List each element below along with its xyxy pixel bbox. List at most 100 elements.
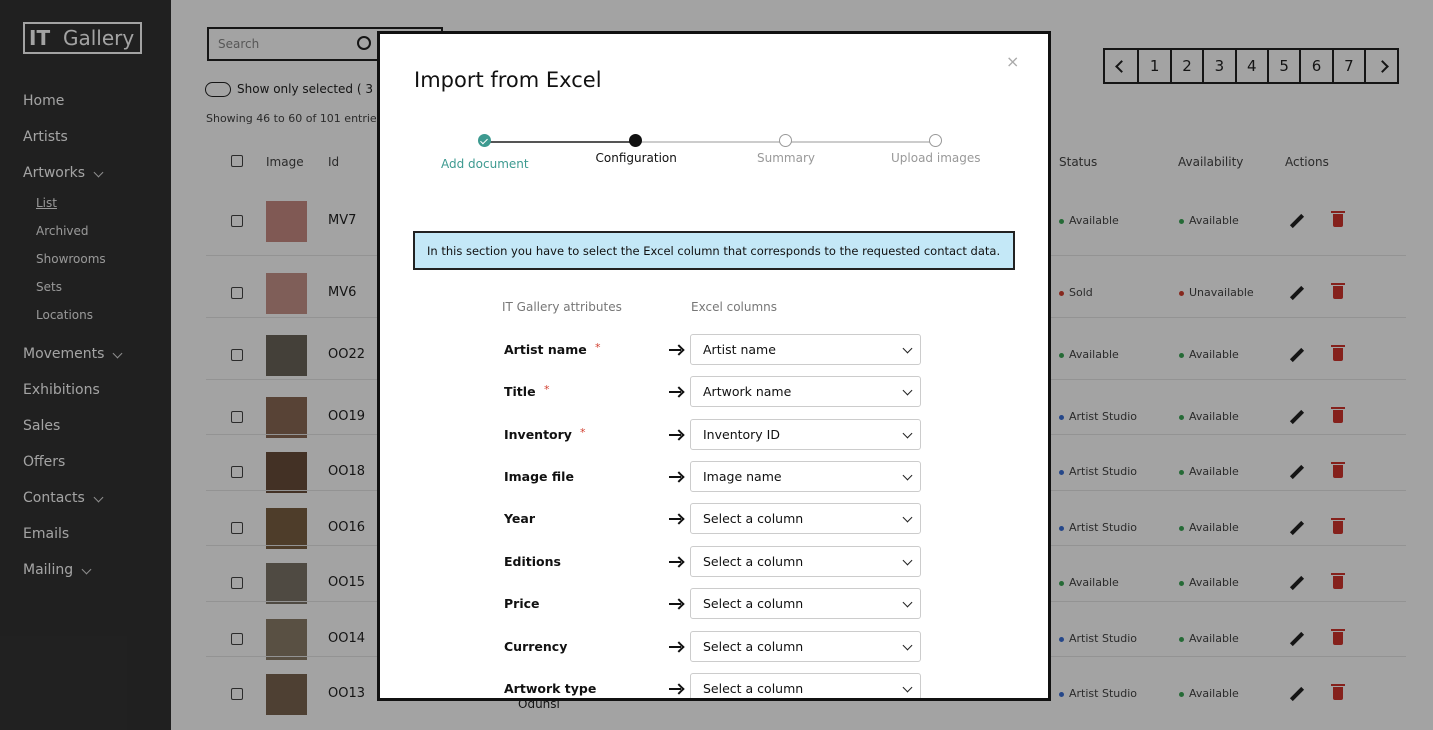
nav-item[interactable]: Sales: [23, 418, 61, 434]
artwork-thumbnail: [266, 397, 307, 438]
nav-item[interactable]: Contacts: [23, 490, 85, 506]
delete-button[interactable]: [1331, 629, 1345, 645]
status-text: Artist Studio: [1069, 410, 1137, 423]
status-text: Artist Studio: [1069, 687, 1137, 700]
availability-text: Unavailable: [1189, 286, 1254, 299]
modal-title: Import from Excel: [414, 68, 602, 92]
row-checkbox[interactable]: [231, 466, 243, 478]
nav-subitem[interactable]: Sets: [36, 280, 62, 294]
column-select[interactable]: Select a column: [690, 631, 921, 662]
arrow-head: [673, 471, 685, 483]
nav-item[interactable]: Exhibitions: [23, 382, 100, 398]
status-text: Available: [1069, 348, 1119, 361]
column-select[interactable]: Select a column: [690, 503, 921, 534]
availability-dot: [1179, 692, 1184, 697]
nav-item[interactable]: Artists: [23, 129, 68, 145]
column-select[interactable]: Artwork name: [690, 376, 921, 407]
page-button[interactable]: 1: [1137, 50, 1169, 82]
availability-dot: [1179, 470, 1184, 475]
trash-lid: [1331, 211, 1345, 213]
delete-button[interactable]: [1331, 684, 1345, 700]
trash-lid: [1331, 462, 1345, 464]
row-checkbox[interactable]: [231, 215, 243, 227]
column-select[interactable]: Artist name: [690, 334, 921, 365]
column-select[interactable]: Inventory ID: [690, 419, 921, 450]
nav-item[interactable]: Movements: [23, 346, 105, 362]
nav-item[interactable]: Home: [23, 93, 65, 109]
arrow-head: [673, 429, 685, 441]
column-header: Status: [1059, 155, 1098, 169]
status-dot: [1059, 291, 1064, 296]
nav-item[interactable]: Offers: [23, 454, 66, 470]
nav-subitem[interactable]: Archived: [36, 224, 89, 238]
chevron: [902, 640, 913, 651]
step-label: Summary: [757, 151, 815, 165]
step-label: Configuration: [595, 151, 677, 165]
status-dot: [1059, 526, 1064, 531]
nav-item[interactable]: Emails: [23, 526, 70, 542]
next-button[interactable]: [1364, 50, 1396, 82]
trash-lid: [1331, 684, 1345, 686]
delete-button[interactable]: [1331, 345, 1345, 361]
availability-text: Available: [1189, 576, 1239, 589]
arrow-head: [673, 513, 685, 525]
row-checkbox[interactable]: [231, 633, 243, 645]
column-header: Actions: [1285, 155, 1329, 169]
arrow-head: [673, 386, 685, 398]
close-button[interactable]: ×: [1006, 52, 1020, 71]
artwork-id: MV6: [328, 285, 357, 300]
delete-button[interactable]: [1331, 407, 1345, 423]
status-text: Available: [1069, 576, 1119, 589]
arrow-shaft: [669, 561, 681, 563]
nav-subitem[interactable]: List: [36, 196, 57, 210]
row-checkbox[interactable]: [231, 688, 243, 700]
row-checkbox[interactable]: [231, 522, 243, 534]
chevron: [902, 682, 913, 693]
required-mark: *: [544, 383, 550, 396]
row-checkbox[interactable]: [231, 349, 243, 361]
page-button[interactable]: 3: [1202, 50, 1234, 82]
info-text: In this section you have to select the E…: [427, 244, 1001, 258]
trash-lid: [1331, 573, 1345, 575]
select-all-checkbox[interactable]: [231, 155, 243, 167]
availability-dot: [1179, 415, 1184, 420]
row-checkbox[interactable]: [231, 287, 243, 299]
chevron: [902, 470, 913, 481]
delete-button[interactable]: [1331, 573, 1345, 589]
nav-subitem[interactable]: Showrooms: [36, 252, 106, 266]
attribute-label: Inventory: [504, 427, 572, 442]
delete-button[interactable]: [1331, 211, 1345, 227]
attribute-label: Currency: [504, 639, 568, 654]
availability-dot: [1179, 581, 1184, 586]
toggle[interactable]: [205, 82, 231, 97]
chevron: [902, 597, 913, 608]
column-select[interactable]: Select a column: [690, 588, 921, 619]
artwork-id: OO15: [328, 575, 366, 590]
column-select[interactable]: Select a column: [690, 546, 921, 577]
page-button[interactable]: 5: [1266, 50, 1299, 82]
artwork-id: OO13: [328, 686, 366, 701]
status-dot: [1059, 692, 1064, 697]
row-checkbox[interactable]: [231, 577, 243, 589]
delete-button[interactable]: [1331, 283, 1345, 299]
attribute-label: Artist name: [504, 342, 587, 357]
column-select[interactable]: Select a column: [690, 673, 921, 698]
page-button[interactable]: 7: [1331, 50, 1364, 82]
delete-button[interactable]: [1331, 462, 1345, 478]
select-value: Select a column: [703, 639, 804, 654]
nav-subitem[interactable]: Locations: [36, 308, 94, 322]
column-select[interactable]: Image name: [690, 461, 921, 492]
chevron: [902, 385, 913, 396]
availability-dot: [1179, 526, 1184, 531]
availability-text: Available: [1189, 214, 1239, 227]
page-button[interactable]: 6: [1299, 50, 1331, 82]
nav-item[interactable]: Artworks: [23, 165, 85, 181]
status-text: Available: [1069, 214, 1119, 227]
page-button[interactable]: 2: [1169, 50, 1202, 82]
nav-item[interactable]: Mailing: [23, 562, 74, 578]
page-button[interactable]: 4: [1234, 50, 1267, 82]
delete-button[interactable]: [1331, 518, 1345, 534]
row-checkbox[interactable]: [231, 411, 243, 423]
availability-dot: [1179, 353, 1184, 358]
